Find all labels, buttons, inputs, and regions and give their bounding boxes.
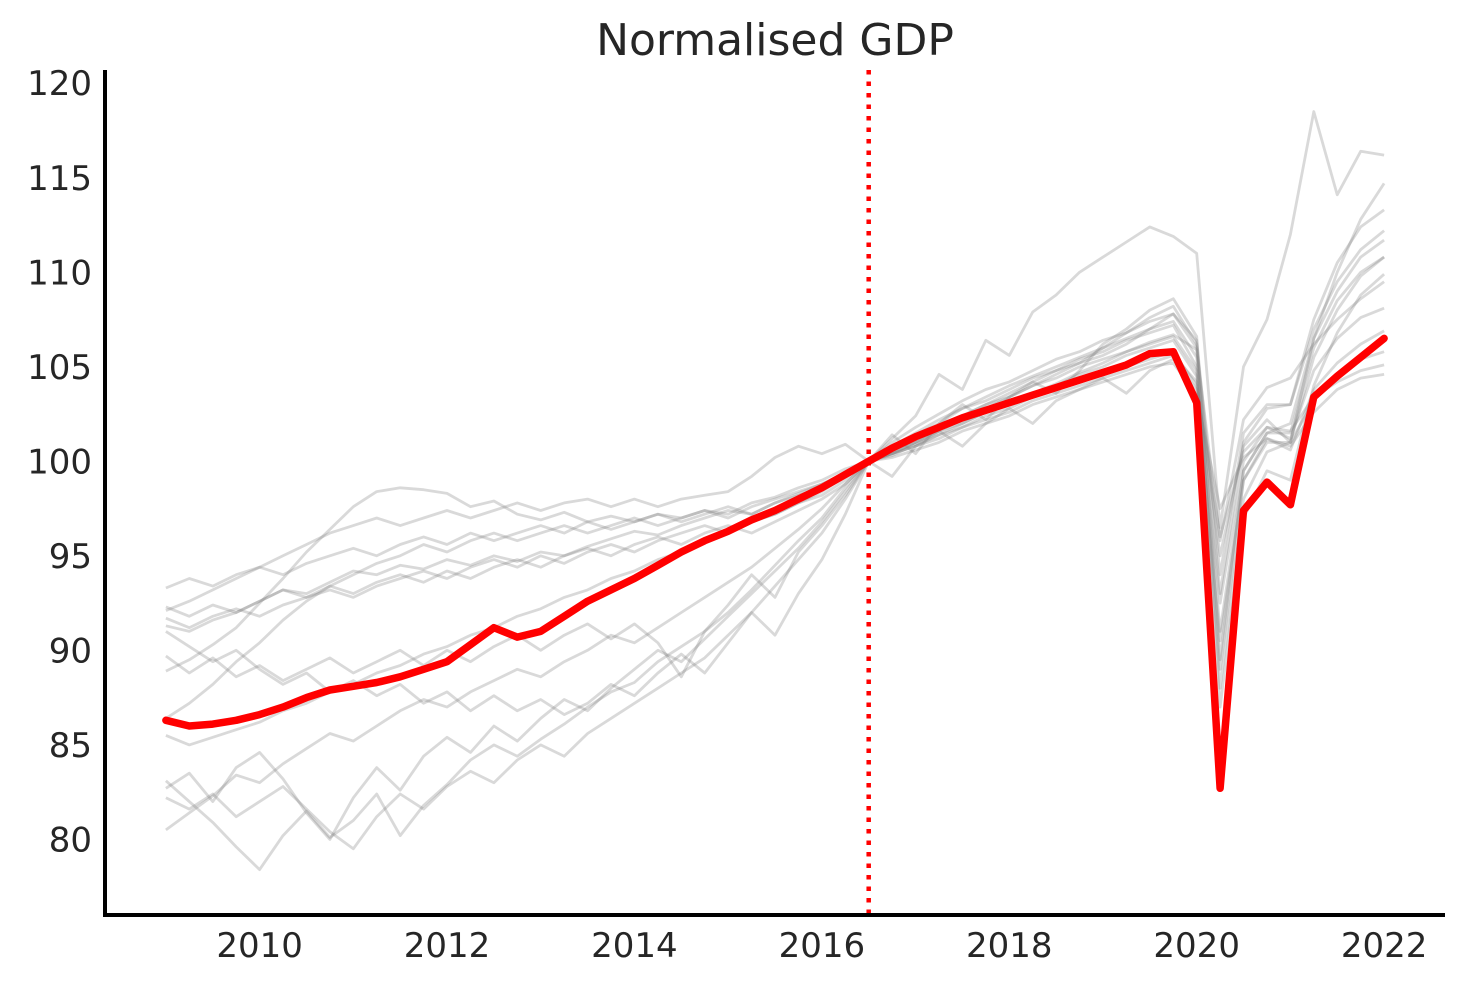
x-axis-tick-labels: 2010 2012 2014 2016 2018 2020 2022	[216, 926, 1427, 966]
y-tick-label: 85	[49, 726, 92, 766]
background-series-line	[165, 110, 1385, 633]
background-series-line	[165, 238, 1385, 832]
background-series-line	[165, 182, 1386, 851]
y-tick-label: 120	[27, 64, 92, 104]
y-axis-tick-labels: 80 85 90 95 100 105 110 115 120	[27, 64, 92, 860]
background-series-line	[165, 255, 1385, 682]
y-tick-label: 115	[27, 159, 92, 199]
x-tick-label: 2010	[216, 926, 303, 966]
background-series-line	[164, 256, 1385, 871]
background-series-line	[165, 229, 1385, 720]
background-series-line	[165, 280, 1385, 673]
y-tick-label: 105	[27, 348, 92, 388]
x-tick-label: 2020	[1153, 926, 1240, 966]
main-series-line	[162, 334, 1388, 793]
background-series-line	[165, 208, 1385, 618]
y-tick-label: 90	[49, 631, 92, 671]
x-tick-label: 2014	[591, 926, 678, 966]
y-tick-label: 95	[49, 537, 92, 577]
x-tick-label: 2022	[1341, 926, 1428, 966]
chart-title: Normalised GDP	[596, 15, 954, 66]
main-series-group	[162, 334, 1388, 793]
x-tick-label: 2018	[966, 926, 1053, 966]
x-tick-label: 2012	[404, 926, 491, 966]
y-tick-label: 100	[27, 442, 92, 482]
y-tick-label: 80	[49, 820, 92, 860]
y-tick-label: 110	[27, 253, 92, 293]
background-series-line	[165, 273, 1386, 841]
x-tick-label: 2016	[779, 926, 866, 966]
